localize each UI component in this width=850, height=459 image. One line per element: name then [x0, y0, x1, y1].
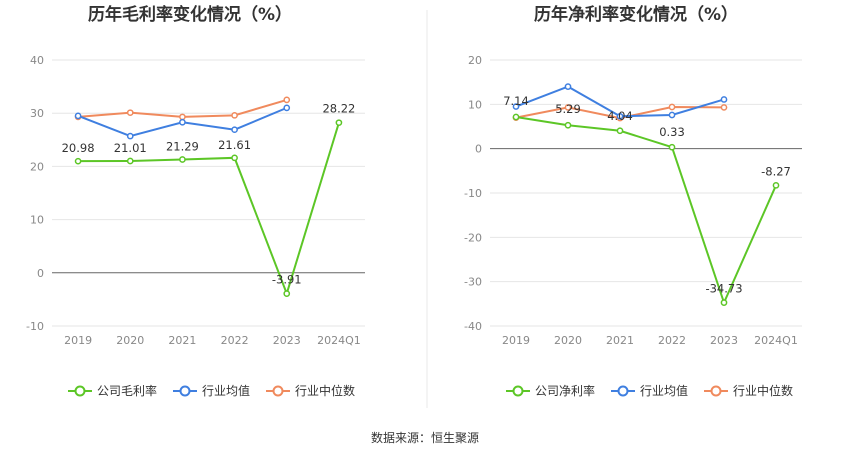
data-label: 0.33 — [659, 125, 685, 139]
x-tick-label: 2023 — [273, 334, 301, 347]
series-line — [78, 122, 340, 297]
legend-marker-icon — [710, 385, 722, 397]
legend-item[interactable]: 行业中位数 — [266, 383, 355, 398]
data-label: 7.14 — [503, 94, 529, 108]
legend-label: 行业中位数 — [295, 383, 355, 398]
data-point — [231, 111, 238, 119]
y-tick-label: -30 — [464, 276, 482, 289]
chart-title: 历年净利率变化情况（%） — [534, 4, 738, 25]
legend-marker-icon — [617, 385, 629, 397]
x-tick-label: 2020 — [116, 334, 144, 347]
data-label: 21.29 — [166, 140, 199, 154]
legend-marker-icon — [272, 385, 284, 397]
x-tick-label: 2024Q1 — [317, 334, 361, 347]
data-point — [720, 104, 728, 111]
data-point — [179, 113, 186, 121]
x-tick-label: 2020 — [554, 334, 582, 347]
data-point — [772, 181, 780, 189]
y-tick-label: 0 — [37, 267, 44, 280]
x-tick-label: 2023 — [710, 334, 738, 347]
data-point — [179, 156, 186, 163]
data-point — [668, 111, 676, 119]
y-tick-label: 40 — [30, 54, 44, 67]
data-label: 21.61 — [218, 138, 251, 152]
legend-label: 行业中位数 — [733, 383, 793, 398]
y-tick-label: 20 — [30, 160, 44, 173]
series-1 — [512, 83, 728, 120]
data-point — [283, 96, 291, 104]
data-point — [74, 157, 82, 165]
data-point — [564, 83, 572, 90]
legend-item[interactable]: 公司净利率 — [506, 383, 595, 398]
data-point — [231, 126, 238, 134]
y-tick-label: -40 — [464, 320, 482, 333]
data-label: 4.04 — [607, 109, 633, 123]
legend-label: 行业均值 — [640, 383, 688, 398]
data-point — [335, 119, 343, 127]
legend-label: 行业均值 — [202, 383, 250, 398]
series-1 — [74, 104, 291, 140]
x-tick-label: 2019 — [502, 334, 530, 347]
legend-item[interactable]: 行业均值 — [611, 383, 688, 398]
x-tick-label: 2024Q1 — [754, 334, 798, 347]
series-2 — [74, 96, 291, 121]
legend-item[interactable]: 行业均值 — [173, 383, 250, 398]
y-tick-label: -10 — [26, 320, 44, 333]
data-point — [283, 290, 291, 297]
data-point — [283, 104, 291, 112]
legend-item[interactable]: 公司毛利率 — [68, 383, 157, 398]
data-point — [564, 121, 572, 129]
data-point — [616, 127, 624, 135]
legend-marker-icon — [74, 385, 86, 397]
x-tick-label: 2019 — [64, 334, 92, 347]
y-tick-label: 30 — [30, 107, 44, 120]
source-note: 数据来源：恒生聚源 — [371, 430, 479, 445]
data-point — [512, 113, 520, 121]
legend-label: 公司净利率 — [535, 383, 595, 398]
data-point — [126, 157, 134, 165]
x-tick-label: 2022 — [658, 334, 686, 347]
data-point — [668, 103, 676, 111]
x-tick-label: 2022 — [221, 334, 249, 347]
data-point — [616, 112, 624, 120]
chart-title: 历年毛利率变化情况（%） — [88, 4, 292, 25]
data-label: -8.27 — [761, 164, 791, 178]
y-tick-label: 20 — [468, 54, 482, 67]
series-0 — [74, 119, 343, 297]
series-line — [515, 116, 777, 306]
y-tick-label: -20 — [464, 231, 482, 244]
data-point — [126, 109, 134, 117]
y-tick-label: 0 — [475, 143, 482, 156]
legend-marker-icon — [179, 385, 191, 397]
data-label: 28.22 — [322, 102, 355, 116]
data-point — [668, 143, 676, 151]
x-tick-label: 2021 — [168, 334, 196, 347]
legend-item[interactable]: 行业中位数 — [704, 383, 793, 398]
data-point — [231, 154, 238, 162]
data-point — [512, 103, 520, 110]
legend-marker-icon — [512, 385, 524, 397]
net-margin-chart: 历年净利率变化情况（%） 20 10 0 -10 -20 -30 -40 2019 2020 202… — [464, 4, 802, 398]
y-tick-label: 10 — [468, 98, 482, 111]
data-label: 20.98 — [62, 141, 95, 155]
data-point — [74, 112, 82, 120]
data-label: 21.01 — [114, 141, 147, 155]
y-tick-label: -10 — [464, 187, 482, 200]
data-label: -3.91 — [272, 273, 302, 287]
y-tick-label: 10 — [30, 214, 44, 227]
data-point — [720, 96, 728, 103]
data-point — [179, 118, 186, 126]
legend-label: 公司毛利率 — [97, 383, 157, 398]
data-point — [564, 104, 572, 111]
data-label: 5.29 — [555, 102, 581, 116]
data-label: -34.73 — [705, 282, 742, 296]
gross-margin-chart: 历年毛利率变化情况（%） 40 30 20 10 0 -10 2019 2020 2021 2022… — [26, 4, 365, 398]
data-point — [720, 299, 728, 306]
x-tick-label: 2021 — [606, 334, 634, 347]
data-point — [126, 132, 134, 140]
series-0 — [512, 113, 780, 306]
